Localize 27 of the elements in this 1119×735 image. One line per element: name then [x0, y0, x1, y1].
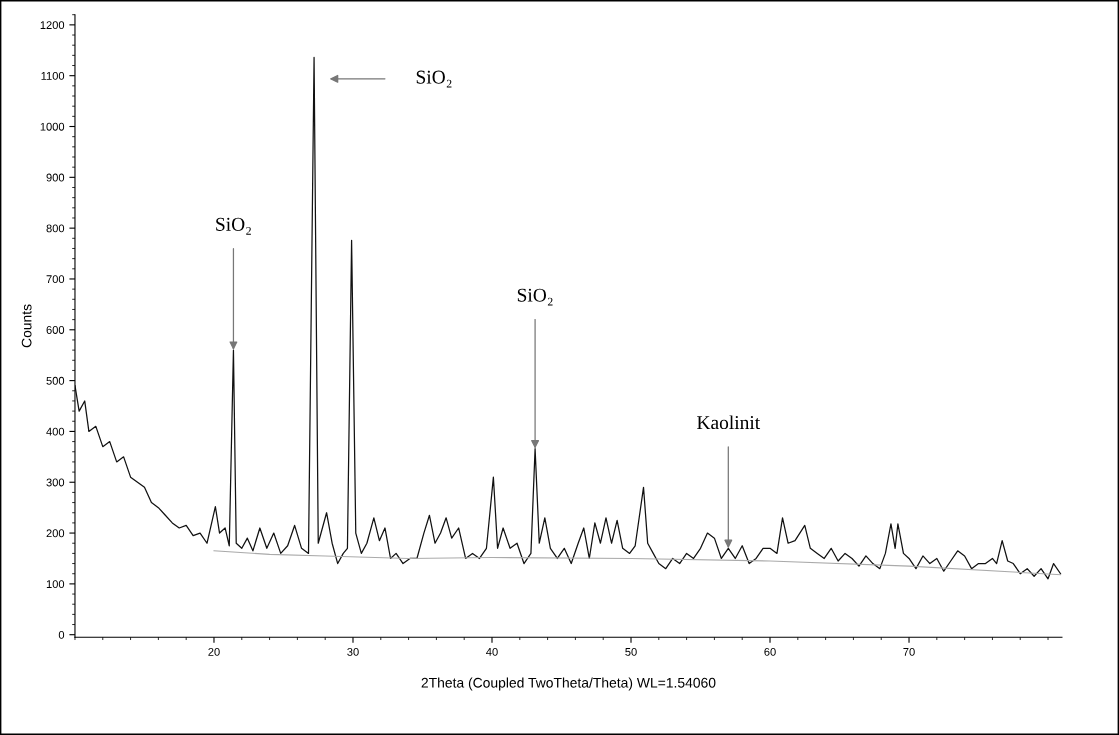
- x-tick-label: 60: [764, 647, 776, 656]
- x-axis-title: 2Theta (Coupled TwoTheta/Theta) WL=1.54060: [421, 677, 716, 691]
- y-tick-label: 300: [46, 478, 65, 487]
- y-tick-label: 800: [46, 224, 65, 233]
- y-tick-label: 500: [46, 376, 65, 385]
- y-tick-label: 1100: [41, 71, 65, 80]
- y-tick-label: 600: [46, 326, 65, 334]
- y-tick-label: 1000: [40, 122, 65, 131]
- y-tick-label: 100: [46, 580, 65, 589]
- line-series: [74, 56, 1062, 580]
- x-tick-label: 30: [347, 647, 359, 656]
- y-tick-label: 0: [58, 630, 65, 639]
- annotation: Kaolinit: [697, 415, 761, 430]
- x-tick-label: 50: [625, 647, 637, 656]
- y-tick-label: 700: [46, 275, 65, 284]
- annotation: SiO₂: [517, 288, 553, 306]
- y-tick-label: 1200: [40, 21, 65, 29]
- y-tick-label: 900: [46, 173, 65, 182]
- y-tick-label: 200: [46, 529, 65, 538]
- annotation: SiO₂: [216, 217, 251, 235]
- x-tick-label: 40: [486, 647, 498, 656]
- line-series: [213, 550, 1062, 576]
- y-tick-label: 400: [46, 427, 65, 436]
- y-axis-title: Counts: [21, 304, 32, 348]
- annotation: SiO₂: [416, 70, 452, 88]
- x-tick-label: 70: [903, 647, 915, 656]
- x-tick-label: 20: [208, 647, 220, 656]
